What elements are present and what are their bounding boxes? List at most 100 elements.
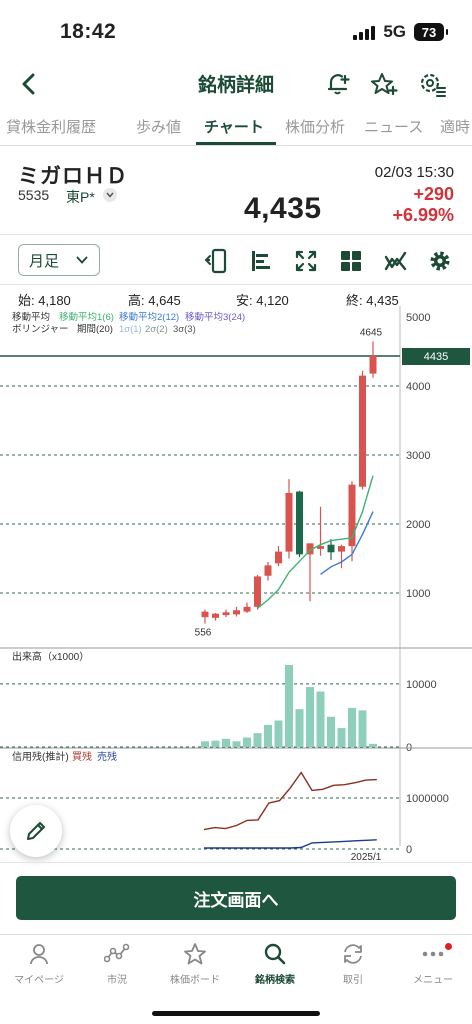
volume-bar: [274, 720, 283, 747]
credit-sell-line: [204, 839, 377, 849]
volume-bar: [348, 707, 356, 747]
volume-bar: [369, 743, 377, 747]
candle-body: [212, 613, 219, 618]
status-time: 18:42: [60, 20, 117, 43]
rotate-screen-button[interactable]: [202, 247, 230, 275]
volume-bar: [222, 738, 230, 747]
nav-label: 株価ボード: [170, 975, 220, 986]
add-favorite-button[interactable]: [366, 66, 402, 102]
market-dropdown-button[interactable]: [103, 188, 117, 202]
tab-disclosure[interactable]: 適時: [440, 119, 471, 136]
rotate-phone-icon: [204, 248, 227, 274]
nav-menu[interactable]: メニュー: [394, 941, 472, 986]
credit-tick-label: 1000000: [406, 793, 449, 805]
price-tick-label: 2000: [406, 519, 430, 531]
nav-stock-search[interactable]: 銘柄検索: [236, 941, 314, 986]
period-value: 月足: [29, 252, 60, 270]
candle-body: [369, 355, 377, 374]
back-button[interactable]: [10, 66, 46, 102]
high-annotation: 4645: [360, 327, 383, 338]
ma3-legend: 移動平均3(24): [185, 311, 245, 323]
ma-legend-title: 移動平均: [12, 311, 50, 323]
chart-settings-button[interactable]: [426, 247, 454, 275]
bb-period-legend: 期間(20): [77, 324, 113, 335]
bell-plus-icon: [327, 74, 350, 95]
volume-bar: [232, 741, 241, 747]
high-value: 4,645: [148, 293, 181, 308]
ohlc-high: 高: 4,645: [128, 290, 181, 309]
price-datetime: 02/03 15:30: [374, 164, 454, 181]
candle-body: [296, 491, 303, 555]
price-tick-label: 1000: [406, 588, 430, 600]
ma1-line: [257, 475, 374, 609]
price-change: +290: [413, 184, 454, 204]
detail-tabs: 貸株金利履歴 歩み値 チャート 株価分析 ニュース 適時: [0, 108, 472, 146]
price-tick-label: 3000: [406, 450, 430, 462]
volume-bar: [295, 709, 304, 747]
nav-mypage[interactable]: マイページ: [0, 941, 78, 986]
close-label: 終:: [346, 293, 363, 308]
nav-trade[interactable]: 取引: [314, 941, 392, 986]
volume-bar: [243, 737, 251, 747]
chevron-down-icon: [76, 256, 88, 264]
candle-body: [338, 546, 345, 552]
add-alert-button[interactable]: [320, 66, 356, 102]
volume-bar: [253, 733, 262, 747]
tab-news[interactable]: ニュース: [364, 119, 424, 136]
status-indicators: 5G 73: [353, 22, 448, 42]
nav-market[interactable]: 市況: [78, 941, 156, 986]
grid-icon: [341, 251, 361, 271]
credit-buy-legend: 買残: [72, 750, 92, 763]
expand-icon: [295, 250, 317, 272]
bottom-navigation: マイページ 市況 株価ボード 銘柄検索 取引 メニュー: [0, 934, 472, 990]
candle-body: [359, 375, 366, 487]
pencil-icon: [27, 822, 45, 840]
market-selector[interactable]: 東P*: [66, 189, 95, 205]
drawing-tool-button[interactable]: [10, 805, 62, 857]
nav-label: メニュー: [413, 975, 453, 986]
bb-2sigma-legend: 2σ(2): [145, 324, 168, 335]
ohlc-open: 始: 4,180: [18, 290, 71, 309]
candle-body: [264, 565, 272, 576]
high-label: 高:: [128, 293, 145, 308]
gear-settings-icon: [420, 73, 446, 97]
chart-settings-header-button[interactable]: [414, 66, 450, 102]
active-tab-indicator: [196, 142, 276, 145]
page-title: 銘柄詳細: [197, 75, 274, 96]
layout-grid-button[interactable]: [337, 247, 365, 275]
current-price: 4,435: [244, 192, 322, 225]
volume-bar: [211, 740, 220, 747]
tab-tick-data[interactable]: 歩み値: [136, 119, 182, 136]
search-icon: [264, 943, 286, 965]
indicator-button[interactable]: [382, 247, 410, 275]
volume-bar: [285, 665, 293, 747]
tab-chart[interactable]: チャート: [204, 119, 264, 136]
bar-align-icon: [252, 251, 270, 271]
tab-price-analysis[interactable]: 株価分析: [285, 119, 346, 136]
stock-name: ミガロＨＤ: [18, 165, 128, 188]
candle-body: [327, 544, 335, 553]
nav-label: 銘柄検索: [255, 975, 295, 986]
nav-label: 取引: [343, 975, 363, 986]
fullscreen-button[interactable]: [292, 247, 320, 275]
credit-tick-label: 0: [406, 844, 412, 856]
order-screen-button[interactable]: 注文画面へ: [16, 876, 456, 920]
candle-body: [348, 484, 356, 547]
line-indicator-icon: [384, 251, 407, 271]
current-price-tag: [402, 347, 470, 365]
stock-chart[interactable]: 5000 4000 3000 2000 1000 移動平均 移動平均1(6) 移動平均2(12…: [0, 306, 472, 862]
volume-bar: [327, 716, 335, 747]
tab-lending-history[interactable]: 貸株金利履歴: [6, 119, 97, 136]
divider: [0, 234, 472, 235]
nav-stock-board[interactable]: 株価ボード: [156, 941, 234, 986]
price-band-button[interactable]: [247, 247, 275, 275]
candle-body: [275, 551, 282, 564]
low-annotation: 556: [195, 628, 212, 639]
battery-level: 73: [421, 24, 437, 40]
period-select[interactable]: 月足: [18, 244, 100, 276]
network-type: 5G: [383, 22, 406, 41]
low-value: 4,120: [256, 293, 289, 308]
open-value: 4,180: [38, 293, 71, 308]
volume-bar: [337, 728, 346, 747]
volume-bar: [201, 741, 209, 747]
